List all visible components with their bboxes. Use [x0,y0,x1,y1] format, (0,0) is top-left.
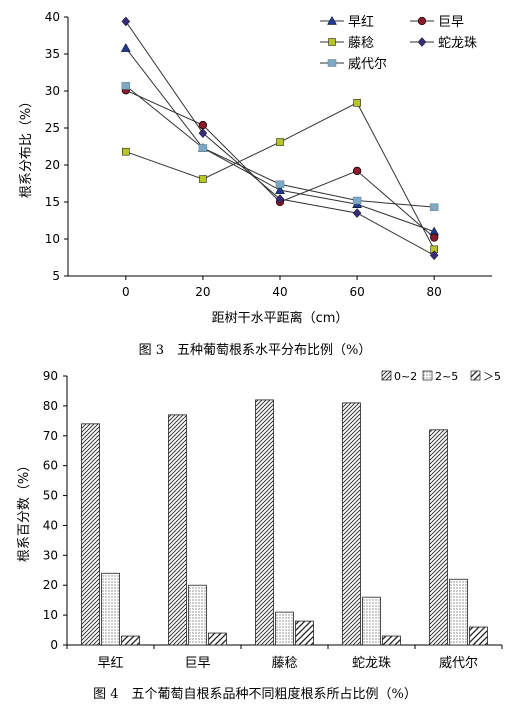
y-tick-label: 90 [43,369,58,383]
y-axis-title: 根系百分数（%） [17,459,32,562]
y-tick-label: 20 [43,578,58,592]
bar [255,399,274,646]
bar [275,611,294,646]
data-point [276,138,284,146]
bar [101,572,120,646]
y-tick-label: 30 [45,84,60,98]
bar-chart-figure: 0 10 20 30 40 50 60 70 80 90 早红 巨早 藤稔 蛇龙珠 威代尔 根系百分数（%） 0… [0,362,510,684]
y-tick-label: 10 [45,232,60,246]
data-point [198,128,208,139]
legend-label: 巨早 [438,15,464,30]
data-point [352,208,362,218]
data-point [198,120,208,130]
series-1 [81,399,448,646]
bar [362,596,381,646]
data-point [121,16,131,27]
data-point [122,147,130,156]
x-tick-label: 20 [195,285,210,299]
y-tick-label: 40 [45,10,60,24]
figure-4-caption: 图 4 五个葡萄自根系品种不同粗度根系所占比例（%） [93,687,417,702]
x-tick-label: 早红 [97,655,123,671]
bar [342,402,361,646]
data-point [353,99,361,107]
data-point [121,82,131,90]
y-tick-label: 35 [45,47,60,61]
series-2 [101,572,468,646]
data-point [352,196,362,205]
y-tick-label: 80 [43,399,58,413]
legend-swatch [381,370,392,381]
bar [449,578,468,646]
x-tick-label: 威代尔 [439,656,478,671]
legend-marker [328,38,336,46]
bar [429,429,448,646]
y-tick-label: 70 [43,429,58,443]
y-tick-label: 10 [43,608,58,622]
legend-label: ＞5 [483,370,501,383]
series-4 [121,16,439,261]
x-axis-title: 距树干水平距离（cm） [212,310,349,326]
bar [295,620,314,646]
data-point [120,43,131,52]
data-point [430,233,439,242]
bar [208,632,227,646]
figure-3-caption: 图 3 五种葡萄根系水平分布比例（%） [138,343,372,358]
legend-label: 早红 [348,14,374,30]
data-point [275,194,285,204]
data-point [275,185,285,194]
series-3 [122,99,438,254]
data-point [198,144,208,152]
legend-marker [417,37,427,47]
y-tick-label: 60 [43,459,58,473]
legend-swatch [470,370,481,381]
y-axis-title: 根系分布比（%） [19,95,34,198]
x-tick-label: 蛇龙珠 [352,656,391,671]
data-point [429,250,439,261]
series-line [125,102,435,250]
bar [382,635,401,646]
y-tick-label: 5 [52,269,60,283]
legend-label: 2~5 [435,370,458,383]
bar [188,584,207,646]
series-2 [121,86,439,242]
line-chart-figure: 5 10 15 20 25 30 35 40 0 20 40 60 80 距树干水平距离（cm） 根系分布比… [0,0,510,339]
line-chart: 5 10 15 20 25 30 35 40 0 20 40 60 80 距树干水平距离（cm） 根系分布比… [19,10,492,326]
bar [121,635,140,646]
y-tick-label: 50 [43,489,58,503]
legend-swatch [422,370,433,381]
x-tick-label: 0 [122,285,130,299]
series-3 [121,620,488,646]
y-tick-label: 40 [43,518,58,532]
bar [81,423,100,646]
y-tick-label: 15 [45,195,60,209]
data-point [352,166,362,176]
legend-label: 威代尔 [348,57,387,72]
data-point [275,180,285,188]
legend-marker [327,15,337,25]
legend-marker [417,16,427,26]
y-tick-label: 20 [45,158,60,172]
legend: 0~2 2~5 ＞5 [381,370,501,383]
legend-label: 0~2 [394,370,417,383]
y-tick-label: 25 [45,121,60,135]
legend-label: 蛇龙珠 [438,36,477,51]
legend-marker [327,59,337,67]
y-tick-label: 0 [50,638,58,652]
x-tick-label: 40 [272,285,287,299]
data-point [429,203,439,211]
legend-label: 藤稔 [348,36,374,51]
x-tick-label: 藤稔 [271,656,297,671]
x-tick-label: 80 [427,285,442,299]
bar [469,626,488,646]
x-tick-label: 巨早 [184,656,210,671]
x-tick-label: 60 [349,285,364,299]
data-point [199,175,207,183]
y-tick-label: 30 [43,548,58,562]
series-5 [121,82,439,211]
bar [168,414,187,646]
bar-chart: 0 10 20 30 40 50 60 70 80 90 早红 巨早 藤稔 蛇龙珠 威代尔 根系百分数（%） 0… [17,369,503,671]
